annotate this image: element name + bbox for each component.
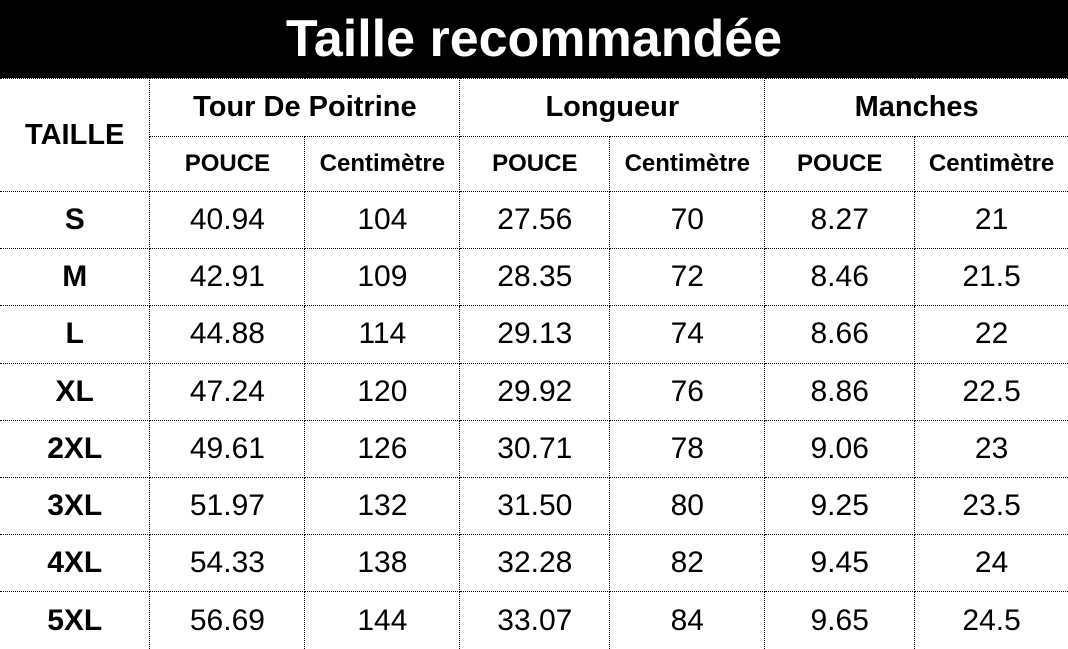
value-cell-poitrine-centimetre: 144 [304,591,461,649]
value-cell-manches-pouce: 8.66 [764,305,916,364]
value-cell-longueur-pouce: 27.56 [459,190,611,250]
value-cell-manches-centimetre: 21.5 [914,248,1068,307]
size-label: 4XL [0,534,151,593]
header-sub-row: POUCE Centimètre POUCE Centimètre POUCE … [0,136,1068,192]
value-cell-longueur-pouce: 31.50 [459,476,611,536]
value-cell-manches-pouce: 8.86 [764,362,916,421]
size-label: 3XL [0,476,151,536]
value-cell-manches-centimetre: 24.5 [914,591,1068,649]
table-row: 2XL 49.61 126 30.71 78 9.06 23 [0,419,1068,478]
size-table: TAILLE Tour De Poitrine Longueur Manches… [0,78,1068,649]
value-cell-manches-pouce: 9.25 [764,476,916,536]
size-label: 2XL [0,419,151,478]
value-cell-longueur-pouce: 29.92 [459,362,611,421]
value-cell-manches-centimetre: 22.5 [914,362,1068,421]
value-cell-longueur-pouce: 33.07 [459,591,611,649]
column-group-tour-de-poitrine: Tour De Poitrine [149,78,461,137]
size-label: S [0,190,151,250]
value-cell-poitrine-pouce: 56.69 [149,591,306,649]
column-subheader-centimetre-manches: Centimètre [914,136,1068,192]
value-cell-longueur-centimetre: 72 [609,248,766,307]
value-cell-manches-pouce: 9.45 [764,534,916,593]
value-cell-poitrine-centimetre: 104 [304,190,461,250]
value-cell-poitrine-pouce: 42.91 [149,248,306,307]
size-label: XL [0,362,151,421]
size-label: M [0,248,151,307]
size-table-body: S 40.94 104 27.56 70 8.27 21 M 42.91 109… [0,190,1068,649]
table-row: 5XL 56.69 144 33.07 84 9.65 24.5 [0,591,1068,649]
value-cell-longueur-centimetre: 74 [609,305,766,364]
table-row: S 40.94 104 27.56 70 8.27 21 [0,190,1068,250]
value-cell-manches-centimetre: 23.5 [914,476,1068,536]
value-cell-longueur-pouce: 28.35 [459,248,611,307]
column-header-taille: TAILLE [0,78,151,192]
value-cell-manches-pouce: 9.06 [764,419,916,478]
value-cell-longueur-centimetre: 70 [609,190,766,250]
value-cell-poitrine-pouce: 54.33 [149,534,306,593]
size-label: L [0,305,151,364]
table-row: M 42.91 109 28.35 72 8.46 21.5 [0,248,1068,307]
column-subheader-pouce-manches: POUCE [764,136,916,192]
column-subheader-centimetre-poitrine: Centimètre [304,136,461,192]
value-cell-poitrine-centimetre: 138 [304,534,461,593]
value-cell-poitrine-centimetre: 114 [304,305,461,364]
value-cell-poitrine-centimetre: 120 [304,362,461,421]
value-cell-manches-pouce: 9.65 [764,591,916,649]
value-cell-poitrine-pouce: 49.61 [149,419,306,478]
value-cell-poitrine-pouce: 44.88 [149,305,306,364]
value-cell-poitrine-centimetre: 126 [304,419,461,478]
value-cell-longueur-pouce: 30.71 [459,419,611,478]
value-cell-longueur-pouce: 32.28 [459,534,611,593]
column-subheader-pouce-longueur: POUCE [459,136,611,192]
column-subheader-centimetre-longueur: Centimètre [609,136,766,192]
column-group-longueur: Longueur [459,78,766,137]
value-cell-manches-centimetre: 24 [914,534,1068,593]
value-cell-manches-centimetre: 23 [914,419,1068,478]
size-label: 5XL [0,591,151,649]
value-cell-manches-centimetre: 22 [914,305,1068,364]
value-cell-longueur-centimetre: 82 [609,534,766,593]
value-cell-longueur-pouce: 29.13 [459,305,611,364]
column-subheader-pouce-poitrine: POUCE [149,136,306,192]
value-cell-longueur-centimetre: 84 [609,591,766,649]
value-cell-manches-pouce: 8.46 [764,248,916,307]
table-row: L 44.88 114 29.13 74 8.66 22 [0,305,1068,364]
value-cell-poitrine-centimetre: 132 [304,476,461,536]
value-cell-manches-centimetre: 21 [914,190,1068,250]
column-group-manches: Manches [764,78,1068,137]
value-cell-manches-pouce: 8.27 [764,190,916,250]
value-cell-longueur-centimetre: 78 [609,419,766,478]
table-row: 4XL 54.33 138 32.28 82 9.45 24 [0,534,1068,593]
value-cell-poitrine-centimetre: 109 [304,248,461,307]
header-group-row: TAILLE Tour De Poitrine Longueur Manches [0,78,1068,192]
value-cell-longueur-centimetre: 80 [609,476,766,536]
page-title: Taille recommandée [285,10,783,68]
value-cell-poitrine-pouce: 40.94 [149,190,306,250]
value-cell-poitrine-pouce: 47.24 [149,362,306,421]
title-bar: Taille recommandée [0,0,1068,78]
value-cell-poitrine-pouce: 51.97 [149,476,306,536]
value-cell-longueur-centimetre: 76 [609,362,766,421]
table-row: 3XL 51.97 132 31.50 80 9.25 23.5 [0,476,1068,536]
table-row: XL 47.24 120 29.92 76 8.86 22.5 [0,362,1068,421]
